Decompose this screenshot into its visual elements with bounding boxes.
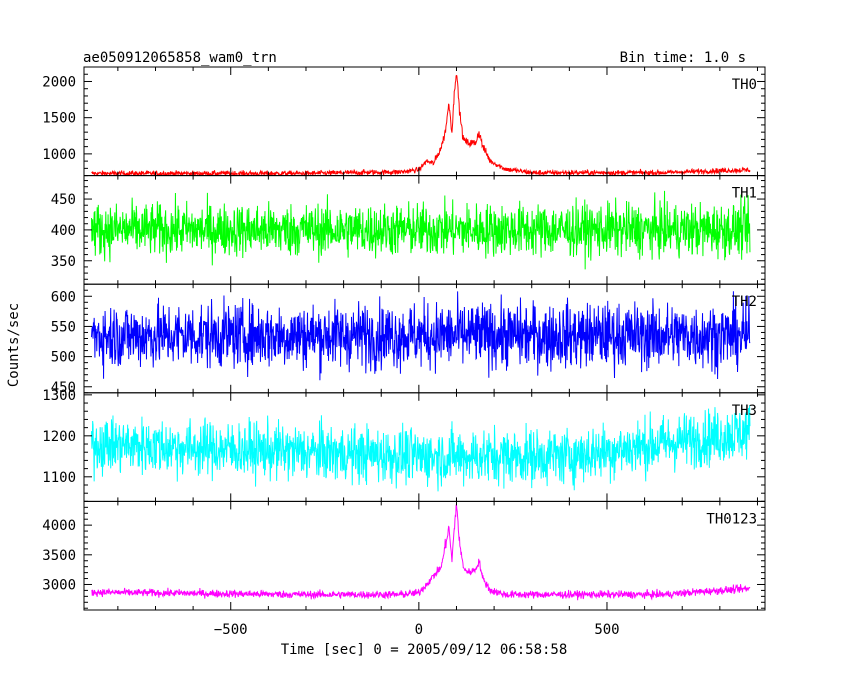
panel-th0: 1000 1500 2000 TH0 [42,66,766,177]
y-tick-label: 500 [51,350,76,366]
y-tick-label: 450 [51,380,76,396]
y-tick-label: 1300 [42,388,76,404]
y-tick-label: 3500 [42,548,76,564]
y-tick-label: 3000 [42,577,76,593]
panel-frame [83,500,766,611]
panel-frame [83,66,766,177]
panel-th2: 450 500 550 600 TH2 [51,283,766,396]
y-tick-label: 2000 [42,74,76,90]
x-tick-label: 0 [415,622,423,638]
panel-label-th0: TH0 [732,77,757,93]
series-line-th0123 [91,503,751,601]
series-line-th1 [91,190,751,270]
chart-title: ae050912065858_wam0_trn [83,50,277,66]
y-tick-label: 1000 [42,147,76,163]
y-tick-label: 550 [51,319,76,335]
series-line-th0 [91,74,751,176]
panel-th3: 1100 1200 1300 TH3 [42,388,766,502]
chart-subtitle: Bin time: 1.0 s [620,50,746,66]
y-tick-label: 350 [51,254,76,270]
x-tick-label: −500 [214,622,248,638]
panel-label-th3: TH3 [732,403,757,419]
y-tick-label: 1100 [42,470,76,486]
y-tick-label: 1500 [42,111,76,127]
y-tick-label: 4000 [42,518,76,534]
y-tick-label: 400 [51,223,76,239]
series-line-th3 [91,405,751,492]
chart-panels: 1000 1500 2000 TH0 350 400 450 TH1 450 500 550 600 T… [42,66,766,638]
panel-th0123: 3000 3500 4000 TH0123 [42,500,766,611]
y-tick-label: 600 [51,289,76,305]
panel-th1: 350 400 450 TH1 [51,175,766,285]
series-line-th2 [91,291,751,381]
y-tick-label: 450 [51,192,76,208]
y-tick-label: 1200 [42,429,76,445]
y-axis-label: Counts/sec [6,303,22,387]
panel-label-th0123: TH0123 [706,511,757,527]
x-tick-label: 500 [594,622,619,638]
x-axis-label: Time [sec] 0 = 2005/09/12 06:58:58 [281,642,568,658]
panel-label-th2: TH2 [732,294,757,310]
panel-label-th1: TH1 [732,186,757,202]
